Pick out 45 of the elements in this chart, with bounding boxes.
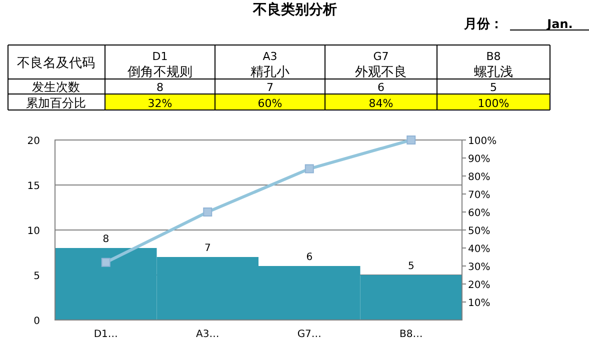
text: 32%: [148, 97, 172, 110]
text: 5: [490, 81, 497, 94]
x-tick-label: B8…: [400, 329, 423, 340]
y2-tick-label: 60%: [468, 208, 490, 219]
text: 100%: [478, 97, 510, 110]
y2-tick-label: 40%: [468, 244, 490, 255]
chart-title: 不良类别分析: [252, 1, 337, 18]
data-label: 7: [204, 243, 211, 254]
point: [406, 136, 416, 144]
text: Jan.: [546, 17, 573, 31]
y2-tick-label: 10%: [468, 298, 490, 309]
data-label: 8: [102, 234, 110, 245]
text: G7 外观不良: [355, 50, 407, 80]
text: 不良名及代码: [17, 56, 95, 71]
text: 累加百分比: [26, 96, 86, 110]
text: 7: [266, 81, 274, 94]
y-tick-label: 0: [34, 316, 40, 327]
text: A3 精孔小: [250, 50, 290, 80]
x-tick-label: G7…: [297, 329, 322, 340]
y-tick-label: 20: [27, 136, 40, 147]
data-label: 6: [306, 252, 313, 263]
y2-tick-label: 30%: [468, 262, 490, 273]
y2-tick-label: 50%: [468, 226, 490, 237]
text: 84%: [368, 97, 394, 110]
x-tick-label: A3…: [196, 329, 220, 340]
y2-tick-label: 70%: [468, 190, 490, 201]
y2-tick-label: 100%: [468, 136, 497, 147]
point: [304, 164, 314, 174]
y2-tick-label: 20%: [468, 280, 490, 291]
text: 8: [156, 81, 164, 94]
text: 发生次数: [32, 80, 80, 94]
y-tick-label: 10: [27, 226, 40, 237]
y2-tick-label: 90%: [468, 154, 490, 165]
text: 60%: [258, 97, 282, 110]
data-label: 5: [408, 261, 414, 272]
x-tick-label: D1…: [94, 329, 118, 340]
text: B8 螺孔浅: [474, 50, 513, 80]
y-tick-label: 15: [27, 181, 40, 192]
text: 月份：: [463, 17, 503, 32]
y2-tick-label: 80%: [468, 172, 490, 183]
text: D1 倒角不规则: [128, 50, 192, 80]
point: [203, 208, 212, 216]
y-tick-label: 5: [34, 271, 40, 282]
point: [101, 258, 110, 267]
text: 6: [378, 81, 384, 94]
